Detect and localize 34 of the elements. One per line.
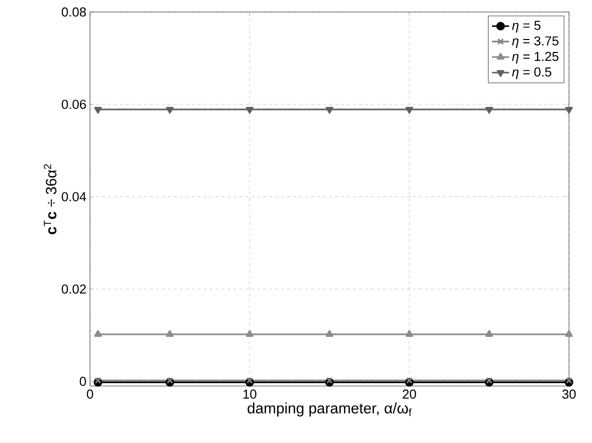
point <box>565 106 573 114</box>
x-tick-label: 10 <box>243 390 256 399</box>
y-tick-label: 0.06 <box>62 100 86 109</box>
x-axis-title: damping parameter, α/ω$_{f}$ <box>248 402 412 416</box>
legend-label: η = 0.5 <box>512 67 552 80</box>
point <box>326 330 334 337</box>
point <box>166 377 174 384</box>
point <box>246 330 254 337</box>
point <box>565 330 573 337</box>
legend-label: η = 5 <box>512 20 540 33</box>
legend-label: η = 3.75 <box>512 36 558 48</box>
x-tick-label: 20 <box>402 390 416 399</box>
y-tick-label: 0.04 <box>62 192 86 202</box>
point <box>406 106 414 114</box>
point <box>406 377 413 384</box>
point <box>94 106 102 114</box>
y-tick-label: 0 <box>80 376 86 386</box>
point <box>485 330 493 337</box>
x-tick-label: 0 <box>86 390 94 399</box>
point <box>406 330 414 337</box>
point <box>485 106 493 114</box>
point <box>326 106 334 114</box>
y-axis-title: c$^{T}$c ÷ 36α$^{2}$ <box>44 164 56 234</box>
y-tick-label: 0.02 <box>62 284 86 294</box>
y-tick-label: 0.08 <box>62 7 86 17</box>
point <box>486 377 492 384</box>
x-tick-label: 30 <box>562 390 576 399</box>
point <box>326 377 333 384</box>
point <box>166 330 174 337</box>
point <box>166 106 174 114</box>
point <box>246 377 253 384</box>
point <box>246 106 254 114</box>
point <box>94 330 102 337</box>
legend-label: η = 1.25 <box>512 52 558 64</box>
